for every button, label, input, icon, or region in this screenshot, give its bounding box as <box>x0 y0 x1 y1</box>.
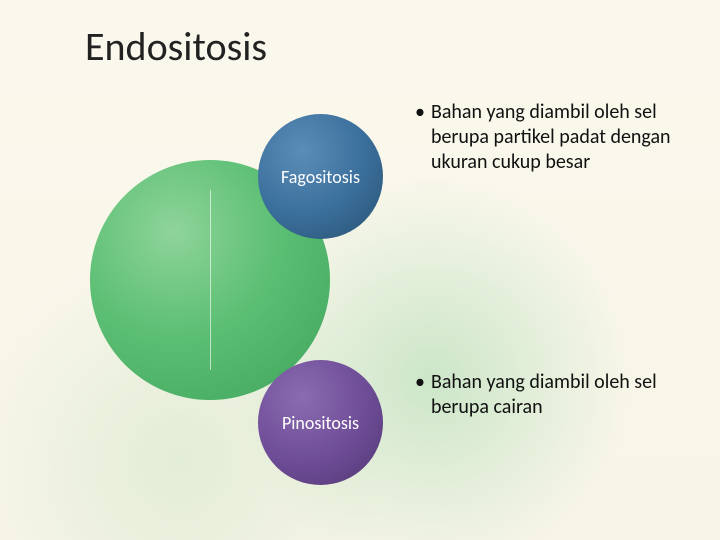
node-pinositosis-circle: Pinositosis <box>258 360 383 485</box>
node-fagositosis-description-text: Bahan yang diambil oleh sel berupa parti… <box>431 100 685 175</box>
node-pinositosis-description: • Bahan yang diambil oleh sel berupa cai… <box>415 370 685 420</box>
node-pinositosis-description-text: Bahan yang diambil oleh sel berupa caira… <box>431 370 685 420</box>
node-fagositosis-description: • Bahan yang diambil oleh sel berupa par… <box>415 100 685 175</box>
node-fagositosis-label: Fagositosis <box>281 166 360 188</box>
slide: Endositosis Fagositosis • Bahan yang dia… <box>0 0 720 540</box>
slide-title: Endositosis <box>85 22 267 71</box>
bullet-marker-icon: • <box>415 100 425 175</box>
bullet-marker-icon: • <box>415 370 425 420</box>
node-pinositosis-label: Pinositosis <box>282 412 359 434</box>
node-fagositosis-circle: Fagositosis <box>258 114 383 239</box>
